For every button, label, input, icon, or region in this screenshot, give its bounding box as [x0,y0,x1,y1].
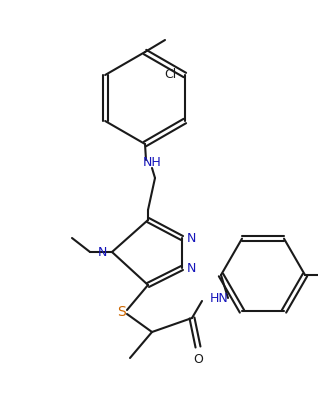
Text: N: N [98,246,107,258]
Text: N: N [187,231,197,245]
Text: S: S [118,305,126,319]
Text: Cl: Cl [165,68,177,81]
Text: O: O [193,353,203,366]
Text: NH: NH [143,156,161,169]
Text: N: N [187,261,197,275]
Text: HN: HN [210,292,229,305]
